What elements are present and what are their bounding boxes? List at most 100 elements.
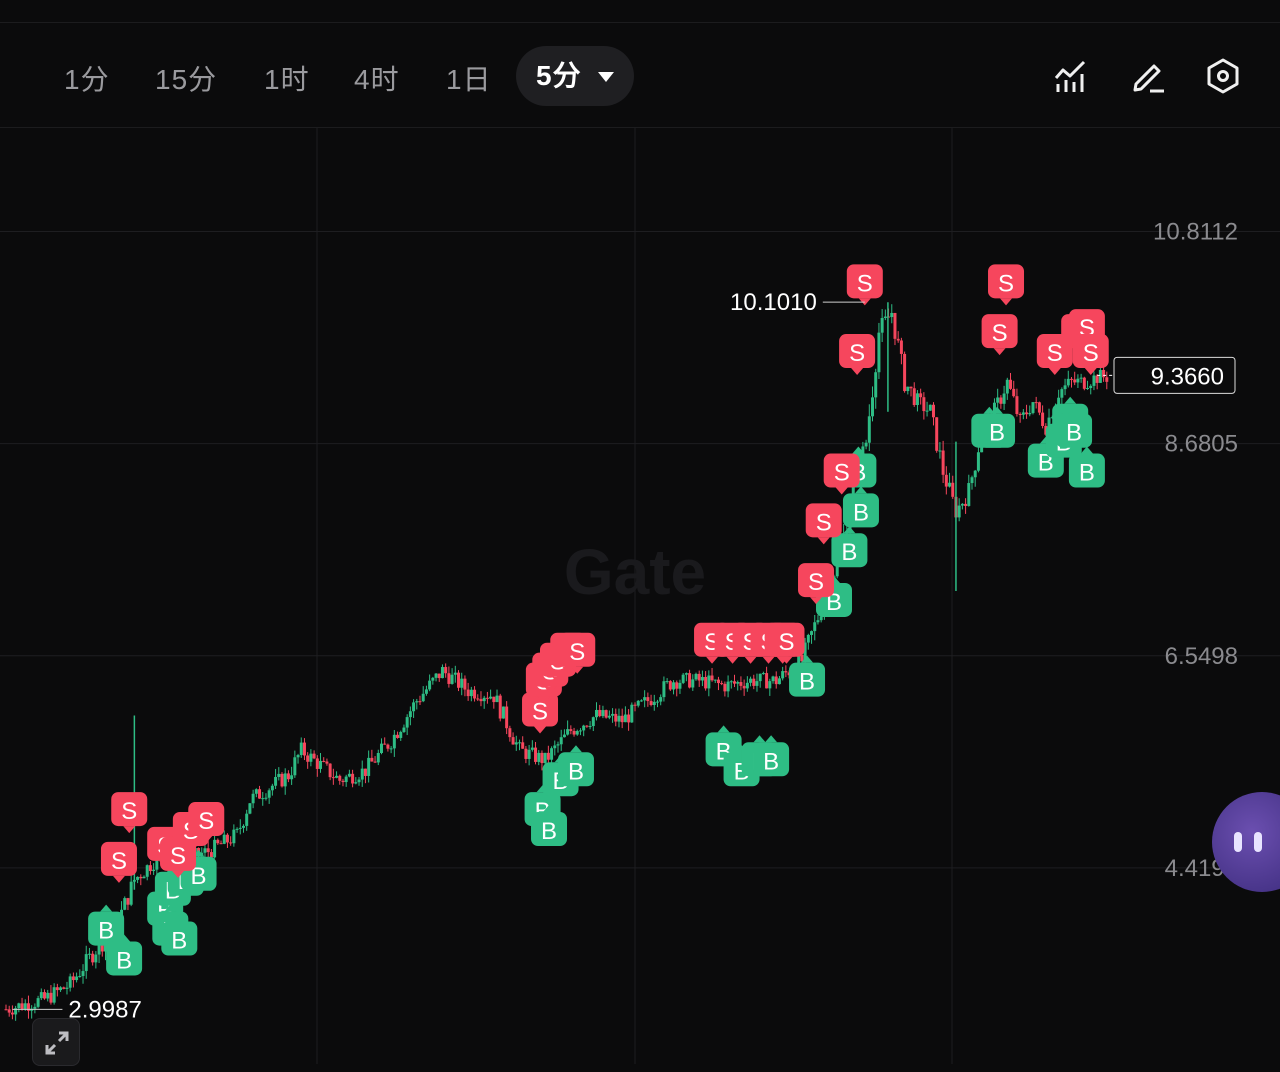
candle (639, 699, 643, 702)
candle (874, 368, 878, 409)
candle-body (386, 744, 390, 749)
candle (691, 674, 695, 691)
candle-body (319, 760, 323, 769)
candle-body (479, 699, 483, 702)
candle-body (222, 834, 226, 844)
high-price-label: 10.1010 (730, 289, 817, 316)
candle (633, 702, 637, 712)
candle (383, 737, 387, 745)
candle-body (896, 338, 900, 341)
tab-15min[interactable]: 15分 (155, 64, 218, 95)
candle-body (604, 710, 608, 718)
candle-body (569, 729, 573, 731)
candle (392, 730, 396, 757)
candle-body (424, 689, 428, 694)
candle (925, 401, 929, 417)
marker-letter: S (1047, 340, 1063, 367)
candle (335, 771, 339, 779)
candle-body (883, 316, 887, 319)
candle-body (71, 976, 75, 981)
candle (704, 671, 708, 691)
tab-5min-selector[interactable]: 5分 (516, 46, 634, 106)
indicator-icon[interactable] (1050, 56, 1090, 96)
candle (931, 402, 935, 426)
expand-icon[interactable] (32, 1018, 80, 1066)
candle (126, 897, 130, 911)
sell-marker: S (981, 314, 1018, 356)
candle-body (636, 700, 640, 706)
tab-1hour[interactable]: 1时 (264, 64, 310, 95)
marker-badge (559, 632, 596, 667)
candle-body (7, 1009, 11, 1013)
marker-pointer (843, 526, 856, 534)
marker-badge (161, 921, 198, 956)
candle (960, 503, 964, 510)
tab-1min[interactable]: 1分 (64, 64, 110, 95)
candle-body (960, 503, 964, 506)
candle-body (517, 742, 521, 744)
candle (408, 706, 412, 726)
candle-body (415, 701, 419, 703)
candle (1095, 374, 1099, 390)
tab-4hour[interactable]: 4时 (354, 64, 400, 95)
candle-body (335, 775, 339, 778)
marker-letter: B (98, 918, 114, 945)
marker-letter: B (568, 758, 584, 785)
candle-body (148, 865, 152, 872)
candle (736, 680, 740, 691)
candle (1021, 409, 1025, 420)
candle-body (899, 340, 903, 354)
candle (322, 757, 326, 763)
candle-body (379, 743, 383, 754)
candle (659, 694, 663, 706)
marker-pointer (172, 870, 185, 878)
candle-body (322, 760, 326, 762)
marker-pointer (562, 666, 575, 674)
candle (1063, 378, 1067, 396)
candle-body (145, 865, 149, 877)
candle-body (912, 388, 916, 406)
candle (996, 388, 1000, 410)
candle-body (373, 761, 377, 763)
candle (33, 1003, 37, 1014)
candle-body (14, 1008, 18, 1015)
marker-pointer (1048, 368, 1061, 376)
candle (688, 669, 692, 689)
candle (222, 830, 226, 845)
candle-body (290, 775, 294, 780)
candle-body (302, 742, 306, 756)
candle (373, 756, 377, 763)
candle-body (864, 442, 868, 447)
candle (867, 404, 871, 451)
marker-pointer (543, 805, 556, 812)
marker-letter: B (763, 748, 779, 775)
candle-body (469, 689, 473, 697)
candle (585, 725, 589, 728)
candle (7, 1005, 11, 1017)
candle (970, 475, 974, 490)
candle (915, 390, 919, 412)
candle-body (694, 673, 698, 680)
candle-body (639, 700, 643, 702)
price-chart[interactable]: Gate BBBBBBBBBBBBBBBBBBBBBBBBBBBBSSSSSSS… (0, 128, 1280, 1064)
candle-body (1086, 388, 1090, 390)
candle-body (543, 752, 547, 764)
candle (745, 676, 749, 692)
candle-body (235, 828, 239, 830)
candle-body (357, 779, 361, 783)
candle-body (919, 393, 923, 398)
candle (697, 670, 701, 687)
settings-hex-icon[interactable] (1203, 56, 1243, 96)
buy-marker: B (106, 934, 143, 976)
marker-pointer (200, 836, 213, 844)
marker-letter: B (541, 818, 557, 845)
candle-body (774, 676, 778, 685)
candle-body (514, 742, 518, 745)
candle-body (23, 1003, 27, 1010)
draw-icon[interactable] (1128, 56, 1168, 96)
tab-1day[interactable]: 1日 (446, 64, 492, 95)
candle-body (81, 971, 85, 977)
candle-body (103, 940, 107, 952)
candle (899, 337, 903, 365)
candle-body (466, 689, 470, 697)
